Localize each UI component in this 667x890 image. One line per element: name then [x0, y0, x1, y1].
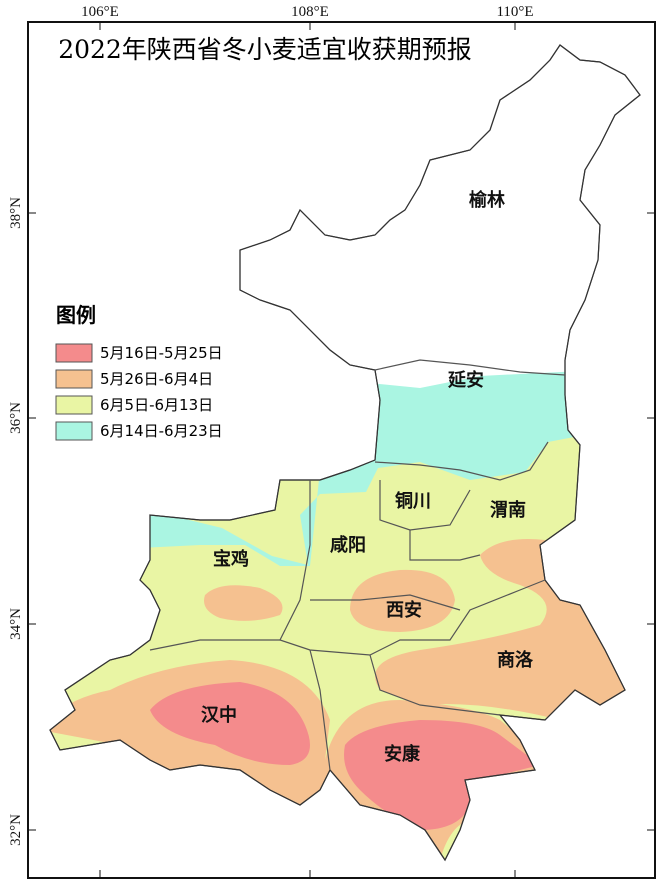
place-label: 铜川: [395, 490, 431, 512]
legend-label: 5月16日-5月25日: [100, 344, 223, 362]
lat-label: 32°N: [8, 814, 24, 846]
lon-label: 108°E: [291, 4, 329, 20]
place-label: 安康: [384, 743, 421, 765]
place-label: 西安: [386, 599, 422, 621]
lat-label: 38°N: [8, 197, 24, 229]
lat-label: 36°N: [8, 402, 24, 434]
place-label: 榆林: [469, 189, 505, 211]
legend-label: 5月26日-6月4日: [100, 370, 213, 388]
place-label: 商洛: [497, 649, 534, 671]
place-label: 延安: [447, 369, 484, 391]
place-label: 汉中: [201, 704, 237, 726]
place-label: 咸阳: [330, 535, 366, 556]
province-border: [49, 44, 641, 862]
city-borders: [149, 359, 566, 771]
legend-label: 6月14日-6月23日: [100, 422, 223, 440]
legend-swatch: [55, 369, 93, 389]
place-label: 渭南: [490, 499, 526, 521]
legend-label: 6月5日-6月13日: [100, 396, 213, 414]
legend-swatch: [55, 421, 93, 441]
lat-label: 34°N: [8, 608, 24, 640]
legend-swatch: [55, 395, 93, 415]
legend-swatch: [55, 343, 93, 363]
place-label: 宝鸡: [213, 548, 249, 570]
map-title: 2022年陕西省冬小麦适宜收获期预报: [58, 35, 472, 64]
lon-label: 110°E: [496, 4, 533, 20]
legend-title: 图例: [56, 303, 96, 327]
lon-label: 106°E: [81, 4, 119, 20]
